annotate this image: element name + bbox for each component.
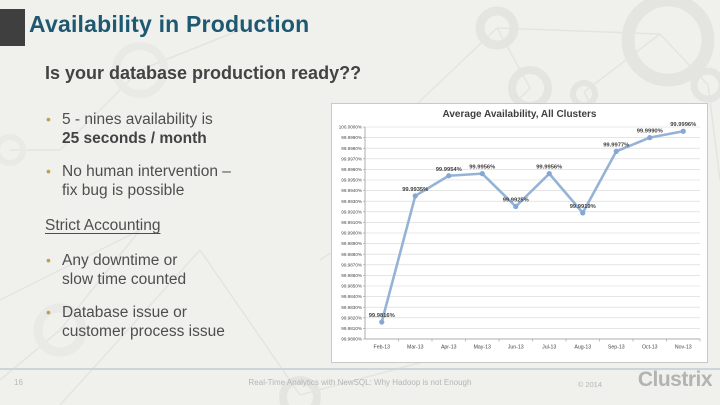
chart-x-tick-label: Oct-13: [642, 345, 658, 351]
chart-data-label: 99.9935%: [402, 187, 428, 193]
chart-data-label: 99.9996%: [670, 122, 696, 128]
chart-x-tick-label: Apr-13: [441, 345, 457, 351]
chart-data-point: [446, 173, 452, 179]
chart-y-tick-label: 99.9970%: [341, 156, 362, 161]
chart-x-tick-label: Mar-13: [407, 345, 424, 351]
bullet-text: Any downtime or: [62, 252, 178, 269]
chart-y-tick-label: 99.9960%: [341, 167, 362, 172]
bullet-text: Database issue or: [62, 304, 187, 321]
chart-y-tick-label: 99.9890%: [341, 241, 362, 246]
chart-data-label: 99.9925%: [503, 198, 529, 204]
chart-x-tick-label: Jun-13: [508, 345, 524, 351]
chart-y-tick-label: 99.9840%: [341, 294, 362, 299]
chart-y-tick-label: 99.9910%: [341, 220, 362, 225]
chart-data-label: 99.9816%: [369, 313, 395, 319]
chart-data-point: [546, 171, 552, 177]
chart-y-tick-label: 100.0000%: [339, 125, 362, 130]
chart-y-tick-label: 99.9950%: [341, 178, 362, 183]
bullet-text: fix bug is possible: [62, 182, 185, 199]
chart-data-label: 99.9990%: [637, 129, 663, 135]
chart-x-tick-label: Sep-13: [608, 345, 625, 351]
chart-x-tick-label: Jul-13: [542, 345, 556, 351]
chart-x-tick-label: Feb-13: [374, 345, 391, 351]
chart-y-tick-label: 99.9880%: [341, 252, 362, 257]
availability-chart-svg: 100.0000% 99.9990% 99.9980% 99.9970% 99.9960…: [339, 122, 701, 351]
bullet-icon: •: [46, 163, 51, 179]
title-accent-bar: [0, 9, 25, 46]
chart-y-tick-label: 99.9940%: [341, 188, 362, 193]
chart-y-tick-label: 99.9990%: [341, 135, 362, 140]
bullet-icon: •: [46, 111, 51, 127]
clustrix-logo: Clustrix: [637, 368, 713, 391]
chart-data-point: [680, 128, 686, 134]
chart-data-point: [647, 135, 653, 141]
chart-y-tick-label: 99.9870%: [341, 262, 362, 267]
chart-data-point: [513, 203, 519, 210]
chart-data-point: [613, 148, 619, 154]
footer-divider: [0, 368, 720, 370]
bullet-icon: •: [46, 304, 51, 320]
page-number: 16: [14, 378, 23, 387]
chart-x-tick-label: Nov-13: [675, 345, 692, 351]
chart-y-tick-label: 99.9920%: [341, 209, 362, 214]
section-heading: Strict Accounting: [45, 217, 161, 234]
bullet-item: • No human intervention – fix bug is pos…: [45, 162, 330, 200]
chart-data-point: [412, 193, 418, 199]
chart-series-line: [380, 129, 685, 324]
footer-deck-title: Real-Time Analytics with NewSQL: Why Had…: [248, 378, 472, 387]
chart-y-tick-label: 99.9800%: [341, 337, 362, 342]
bullet-text: customer process issue: [62, 323, 225, 340]
chart-data-point: [580, 210, 586, 216]
chart-y-tick-label: 99.9860%: [341, 273, 362, 278]
chart-data-point: [479, 171, 485, 177]
bullet-text-bold: 25 seconds / month: [62, 130, 207, 147]
chart-data-label: 99.9956%: [536, 165, 562, 171]
chart-data-label: 99.9919%: [570, 204, 596, 210]
chart-data-label: 99.9954%: [436, 167, 462, 173]
availability-chart-panel: Average Availability, All Clusters 100.0…: [331, 103, 708, 363]
bullet-text: 5 - nines availability is: [62, 111, 213, 128]
chart-y-tick-label: 99.9930%: [341, 199, 362, 204]
chart-y-tick-label: 99.9830%: [341, 305, 362, 310]
chart-x-tick-label: May-13: [474, 345, 491, 351]
slide-subtitle: Is your database production ready??: [45, 63, 362, 83]
chart-y-tick-label: 99.9820%: [341, 315, 362, 320]
chart-y-tick-label: 99.9810%: [341, 326, 362, 331]
bullet-text: No human intervention –: [62, 163, 231, 180]
bullet-text: slow time counted: [62, 271, 187, 288]
chart-data-label: 99.9977%: [603, 142, 629, 148]
slide-title: Availability in Production: [29, 11, 310, 37]
chart-y-tick-label: 99.9850%: [341, 284, 362, 289]
chart-data-label: 99.9956%: [469, 165, 495, 171]
bullet-block: • 5 - nines availability is 25 seconds /…: [45, 110, 330, 355]
bullet-item: • Any downtime or slow time counted: [45, 251, 330, 289]
chart-y-tick-label: 99.9980%: [341, 146, 362, 151]
chart-y-tick-label: 99.9900%: [341, 231, 362, 236]
chart-title: Average Availability, All Clusters: [442, 109, 597, 120]
bullet-item: • 5 - nines availability is 25 seconds /…: [45, 110, 330, 148]
bullet-icon: •: [46, 252, 51, 268]
bullet-item: • Database issue or customer process iss…: [45, 303, 330, 341]
chart-data-point: [379, 319, 385, 325]
footer-copyright: © 2014: [577, 380, 602, 389]
chart-x-tick-label: Aug-13: [574, 345, 591, 351]
